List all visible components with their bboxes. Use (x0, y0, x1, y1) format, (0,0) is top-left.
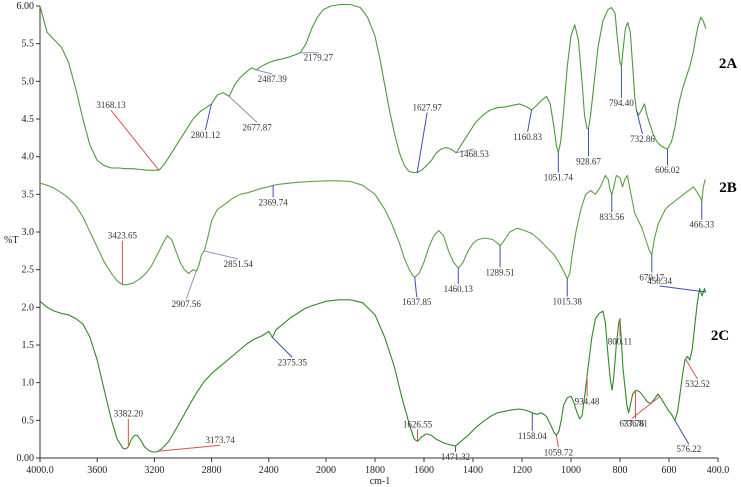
series-line-2a (39, 3, 707, 174)
peak-label: 833.56 (599, 212, 624, 222)
x-tick-label: 3600 (87, 465, 107, 476)
series-tag-layer: 2A 2B 2C (711, 56, 738, 344)
y-axis-label: %T (4, 235, 18, 246)
peak-label: 2907.56 (172, 299, 202, 309)
peak-label: 1158.04 (518, 431, 547, 441)
peak-label: 606.02 (655, 165, 680, 175)
y-tick-label: 4.0 (22, 152, 35, 163)
y-tick-label: 0.00 (17, 453, 35, 464)
peak-leader-line (185, 270, 197, 300)
peak-label: 800.11 (608, 337, 632, 347)
peak-label: 1626.55 (403, 419, 433, 429)
peak-leader-line (256, 69, 273, 75)
x-tick-label: 2400 (259, 465, 279, 476)
x-tick-label: 3200 (144, 465, 164, 476)
y-tick-label: 4.5 (22, 114, 35, 125)
peak-label: 1468.53 (460, 149, 490, 159)
y-tick-label: 3.0 (22, 227, 35, 238)
peak-label: 1637.85 (402, 297, 432, 307)
peak-leader-line (204, 250, 239, 260)
x-tick-label: 1400 (463, 465, 483, 476)
x-tick-label: 1800 (365, 465, 385, 476)
peak-label: 2851.54 (224, 259, 254, 269)
x-tick-label: 4000.0 (26, 465, 54, 476)
x-tick-label: 600 (662, 465, 677, 476)
peak-label: 2375.35 (278, 357, 308, 367)
peak-label: 3168.13 (96, 100, 126, 110)
peak-label: 3382.20 (114, 409, 144, 419)
peak-label: 2369.74 (259, 197, 289, 207)
peak-leader-line (204, 103, 212, 131)
peak-label: 1160.83 (513, 132, 542, 142)
y-tick-label: 2.0 (22, 302, 35, 313)
annotation-layer: 3168.13 2801.12 2677.87 2487.39 2179.27 1627.… (96, 52, 715, 462)
x-tick-label: 1600 (414, 465, 434, 476)
peak-leader-line (271, 337, 293, 358)
y-tick-label: 1.0 (22, 378, 35, 389)
x-tick-label: 800 (613, 465, 628, 476)
peak-label: 1471.32 (441, 452, 470, 462)
x-tick-label: 1200 (512, 465, 532, 476)
peak-label: 732.86 (630, 134, 655, 144)
peak-label: 466.33 (689, 220, 714, 230)
peak-label: 1015.38 (553, 297, 583, 307)
peak-leader-line (631, 396, 661, 419)
peak-label: 794.40 (609, 98, 634, 108)
peak-leader-line (685, 358, 698, 380)
peak-label: 1059.72 (544, 447, 573, 457)
peak-label: 2179.27 (304, 53, 334, 63)
series-line-2b (39, 174, 706, 286)
y-tick-label: 0.5 (22, 415, 35, 426)
peak-leader-line (555, 435, 559, 448)
x-tick-label: 400.0 (707, 465, 730, 476)
peak-leader-line (110, 109, 160, 171)
peak-label: 3423.65 (108, 231, 138, 241)
peak-label: 1627.97 (413, 102, 443, 112)
x-tick-label: 2000 (316, 465, 336, 476)
y-tick-label: 5.0 (22, 76, 35, 87)
peak-label: 576.22 (676, 444, 701, 454)
peak-label: 928.67 (576, 156, 601, 166)
peak-leader-line (456, 148, 475, 154)
y-tick-label: 1.5 (22, 340, 35, 351)
series-tag-2c: 2C (711, 328, 729, 344)
series-line-2c (39, 287, 707, 453)
peak-leader-line (674, 419, 690, 445)
peak-label: 1289.51 (485, 267, 514, 277)
peak-leader-line (527, 109, 533, 132)
peak-leader-line (228, 95, 258, 123)
peak-label: 670.17 (639, 273, 664, 283)
y-tick-label: 5.5 (22, 39, 35, 50)
peak-label: 637.76 (619, 419, 644, 429)
peak-label: 1051.74 (544, 173, 574, 183)
peak-leader-line (414, 276, 418, 298)
peak-label: 1460.13 (444, 284, 474, 294)
chart-axes: 0.00 0.5 1.0 1.5 2.0 2.5 3.0 3.5 4.0 4.5 5.0 5.5 6.0… (17, 1, 730, 476)
peak-leader-line (416, 112, 428, 173)
peak-leader-line (158, 444, 221, 452)
peak-label: 450.34 (647, 276, 672, 286)
peak-label: 736.81 (623, 419, 648, 429)
y-tick-label: 3.5 (22, 189, 35, 200)
peak-label: 934.48 (575, 397, 600, 407)
peak-label: 532.52 (685, 379, 710, 389)
peak-leader-line (635, 109, 643, 135)
peak-leader-line (659, 285, 706, 293)
peak-label: 2801.12 (191, 130, 220, 140)
x-tick-label: 1000 (561, 465, 581, 476)
series-tag-2a: 2A (719, 56, 738, 72)
y-tick-label: 2.5 (22, 265, 35, 276)
y-tick-label: 6.00 (17, 1, 35, 12)
peak-label: 2487.39 (258, 74, 288, 84)
series-layer (39, 3, 707, 453)
peak-label: 3173.74 (206, 435, 236, 445)
peak-label: 2677.87 (242, 122, 272, 132)
x-axis-label: cm-1 (370, 476, 391, 487)
x-tick-label: 2800 (202, 465, 222, 476)
series-tag-2b: 2B (719, 180, 737, 196)
